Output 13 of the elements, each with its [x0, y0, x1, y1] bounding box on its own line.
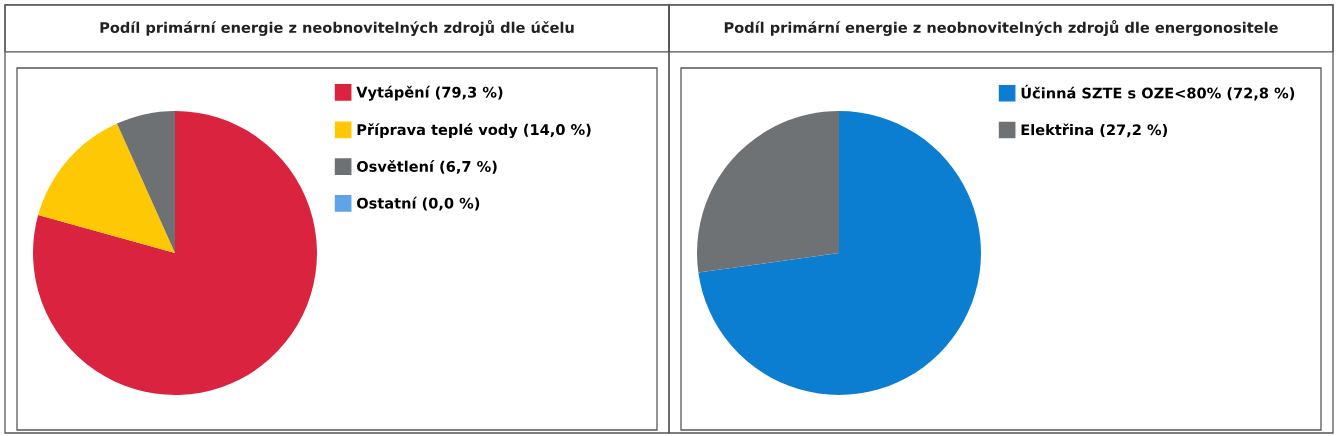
pie-slice	[33, 111, 317, 395]
legend-label: Osvětlení (6,7 %)	[356, 160, 497, 174]
chart-title: Podíl primární energie z neobnovitelných zdrojů dle účelu	[100, 20, 574, 36]
pie-slice	[38, 123, 175, 253]
pie-slice	[116, 111, 175, 253]
legend-label: Ostatní (0,0 %)	[356, 196, 480, 211]
legend-label: Elektřina (27,2 %)	[1021, 123, 1168, 138]
legend-label: Účinná SZTE s OZE<80% (72,8 %)	[1021, 84, 1295, 101]
chart-title: Podíl primární energie z neobnovitelných zdrojů dle energonositele	[724, 20, 1278, 36]
pie-slice	[697, 111, 839, 273]
legend-label: Příprava teplé vody (14,0 %)	[357, 123, 591, 139]
legend-label: Vytápění (79,3 %)	[356, 85, 503, 101]
pie-slice	[698, 111, 981, 395]
